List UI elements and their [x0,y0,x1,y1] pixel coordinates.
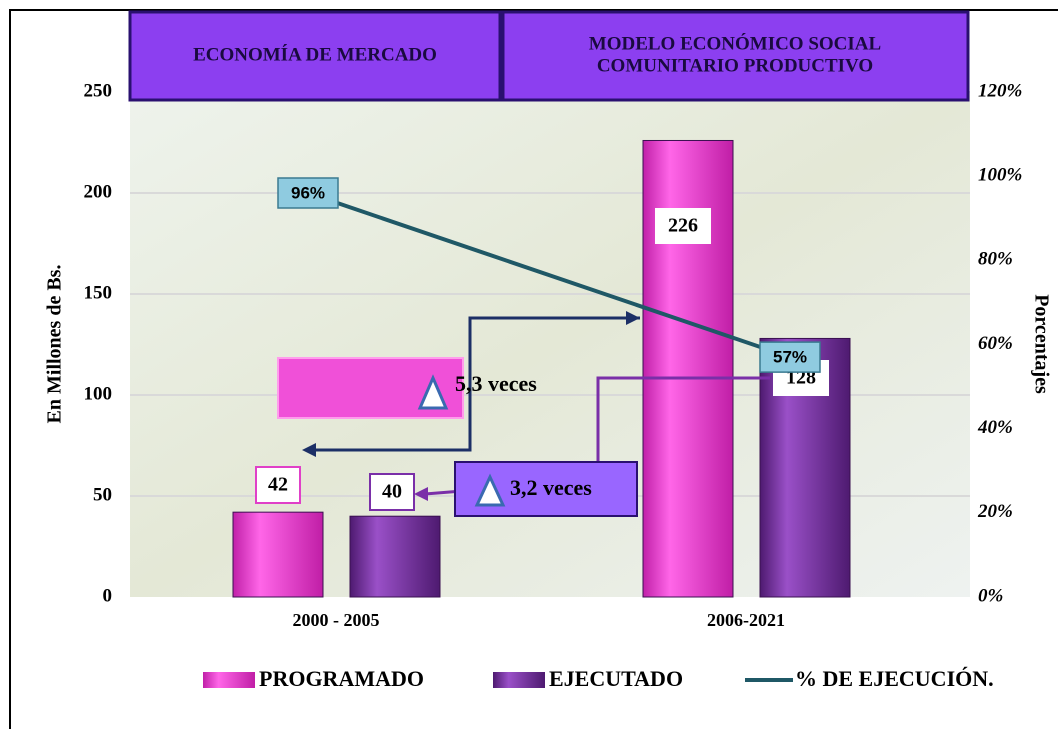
value-label: 40 [382,481,402,503]
value-label-box [759,341,821,373]
y-tick-label: 100 [84,383,113,404]
value-label-box [255,466,301,504]
value-label-box [369,473,415,511]
bar [349,515,441,598]
annotation: 3,2 veces [510,475,592,500]
y2-tick-label: 40% [977,417,1013,438]
line-series [307,191,791,360]
arrow-head [302,443,316,457]
x-tick-label: 2006-2021 [707,610,785,630]
annotation: 5,3 veces [455,371,537,396]
value-label: 226 [668,215,698,237]
delta-icon [474,473,506,507]
arrow-head [626,311,640,325]
y-axis-label: En Millones de Bs. [44,265,66,424]
value-label: 57% [773,348,807,367]
header-box [128,10,502,102]
arrow-head [414,487,428,501]
legend-label: PROGRAMADO [259,666,424,691]
y2-tick-label: 0% [978,585,1003,606]
y2-tick-label: 60% [978,333,1013,354]
value-label: 42 [268,474,288,496]
value-label-box [655,208,711,244]
legend-swatch [493,672,545,688]
header-text: MODELO ECONÓMICO SOCIAL [589,32,881,54]
legend-swatch [203,672,255,688]
value-label-box [277,177,339,209]
header-text: ECONOMÍA DE MERCADO [193,43,437,65]
value-label: 96% [291,183,325,202]
y-tick-label: 150 [84,282,113,303]
y2-tick-label: 100% [978,165,1022,186]
y-tick-label: 0 [103,585,113,606]
y2-tick-label: 20% [977,501,1013,522]
y2-tick-label: 120% [978,80,1022,101]
y-tick-label: 250 [84,80,113,101]
x-tick-label: 2000 - 2005 [293,610,380,630]
y-tick-label: 50 [93,484,112,505]
legend-label: EJECUTADO [549,666,683,691]
header-box [501,10,970,102]
delta-icon [417,374,449,410]
y2-tick-label: 80% [978,249,1013,270]
header-text: COMUNITARIO PRODUCTIVO [597,55,873,76]
bar [232,511,324,598]
y2-axis-label: Porcentajes [1030,294,1052,394]
legend-label: % DE EJECUCIÓN. [795,666,994,691]
y-tick-label: 200 [84,181,113,202]
